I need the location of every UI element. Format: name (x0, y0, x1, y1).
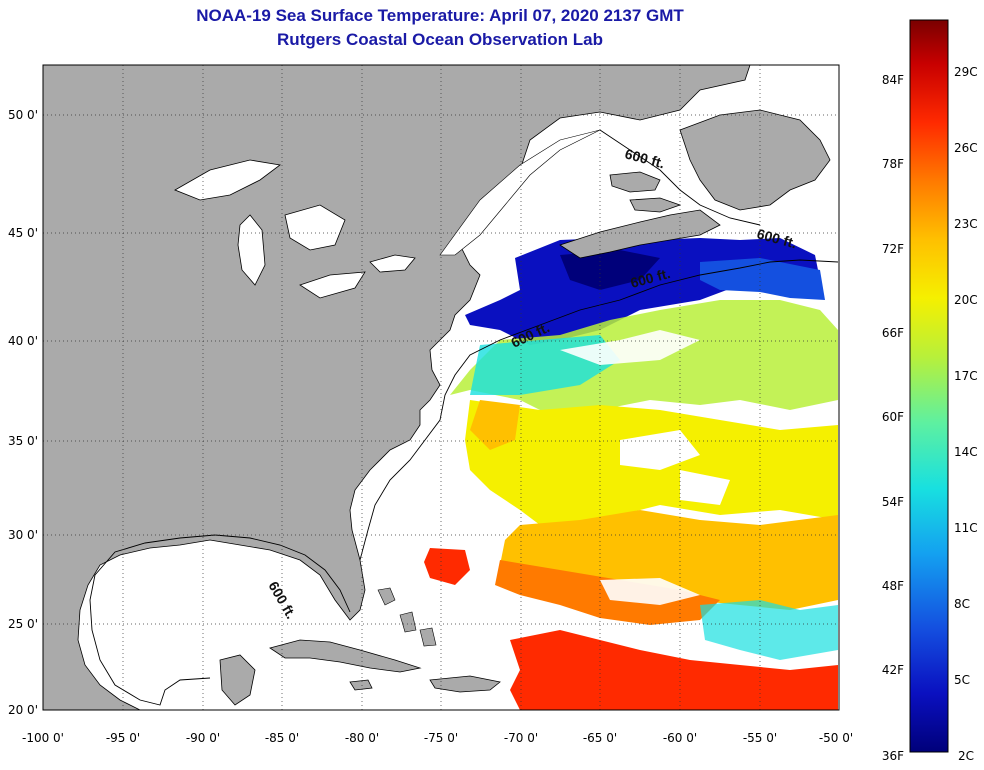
lon-label-55: -55 0' (743, 731, 777, 745)
c-label-23: 23C (954, 217, 978, 231)
sst-caribbean-hot (510, 630, 838, 710)
sst-warm-patch-bahamas (424, 548, 470, 585)
lake-huron (284, 204, 346, 251)
graticule (43, 65, 839, 710)
lon-label-50: -50 0' (819, 731, 853, 745)
f-label-66: 66F (882, 326, 904, 340)
c-label-11: 11C (954, 521, 978, 535)
sst-warm-core-north (470, 400, 520, 450)
map-title: NOAA-19 Sea Surface Temperature: April 0… (196, 6, 684, 25)
f-label-72: 72F (882, 242, 904, 256)
map-subtitle: Rutgers Coastal Ocean Observation Lab (277, 30, 603, 49)
c-label-5: 5C (954, 673, 970, 687)
colorbar-c-labels: 29C 26C 23C 20C 17C 14C 11C 8C 5C 2C (954, 65, 978, 763)
cuba (269, 639, 422, 673)
f-label-60: 60F (882, 410, 904, 424)
lon-label-75: -75 0' (424, 731, 458, 745)
f-label-84: 84F (882, 73, 904, 87)
lon-label-90: -90 0' (186, 731, 220, 745)
sst-coldest-patch (560, 250, 660, 290)
lake-ontario (369, 254, 416, 273)
c-label-2: 2C (958, 749, 974, 763)
bahamas-island-2 (399, 611, 417, 633)
c-label-26: 26C (954, 141, 978, 155)
hispaniola (429, 675, 501, 693)
c-label-8: 8C (954, 597, 970, 611)
yucatan-peninsula (219, 654, 256, 706)
lon-label-70: -70 0' (504, 731, 538, 745)
lat-label-50: 50 0' (8, 108, 38, 122)
lat-label-45: 45 0' (8, 226, 38, 240)
lat-label-35: 35 0' (8, 434, 38, 448)
jamaica (349, 679, 373, 691)
cloud-gap-3 (560, 330, 700, 365)
map-frame (42, 64, 840, 711)
lat-label-25: 25 0' (8, 617, 38, 631)
contour-gulf-west (89, 574, 211, 706)
lon-label-100: -100 0' (22, 731, 64, 745)
cape-breton (629, 197, 682, 213)
contour-gulf-north (94, 534, 351, 613)
c-label-14: 14C (954, 445, 978, 459)
sst-cloud-edge-cool (700, 600, 838, 660)
lon-label-65: -65 0' (583, 731, 617, 745)
f-label-36: 36F (882, 749, 904, 763)
newfoundland (679, 109, 831, 211)
longitude-labels: -100 0' -95 0' -90 0' -85 0' -80 0' -75 … (22, 731, 853, 745)
lon-label-80: -80 0' (345, 731, 379, 745)
f-label-78: 78F (882, 157, 904, 171)
bahamas-island-1 (377, 587, 396, 606)
c-label-20: 20C (954, 293, 978, 307)
st-lawrence-river (439, 129, 601, 256)
temperature-colorbar: 84F 78F 72F 66F 60F 54F 48F 42F 36F 29C … (882, 19, 978, 763)
lake-michigan (237, 214, 266, 286)
lake-superior (174, 159, 281, 201)
lat-label-20: 20 0' (8, 703, 38, 717)
lat-label-40: 40 0' (8, 334, 38, 348)
lake-erie (299, 271, 366, 299)
c-label-17: 17C (954, 369, 978, 383)
lon-label-85: -85 0' (265, 731, 299, 745)
contour-east-coast (359, 259, 839, 561)
latitude-labels: 50 0' 45 0' 40 0' 35 0' 30 0' 25 0' 20 0… (8, 108, 38, 717)
lon-label-95: -95 0' (106, 731, 140, 745)
cloud-gap-1 (620, 430, 700, 470)
c-label-29: 29C (954, 65, 978, 79)
cloud-gap-4 (600, 578, 700, 605)
sst-data-layer (424, 238, 838, 710)
colorbar-f-labels: 84F 78F 72F 66F 60F 54F 48F 42F 36F (882, 73, 904, 763)
f-label-48: 48F (882, 579, 904, 593)
bahamas-island-3 (419, 627, 437, 647)
anticosti-island (609, 171, 661, 193)
f-label-54: 54F (882, 495, 904, 509)
cloud-gap-2 (680, 470, 730, 505)
f-label-42: 42F (882, 663, 904, 677)
lon-label-60: -60 0' (663, 731, 697, 745)
sst-slope-water (700, 258, 825, 300)
lat-label-30: 30 0' (8, 528, 38, 542)
colorbar-gradient (909, 19, 949, 753)
